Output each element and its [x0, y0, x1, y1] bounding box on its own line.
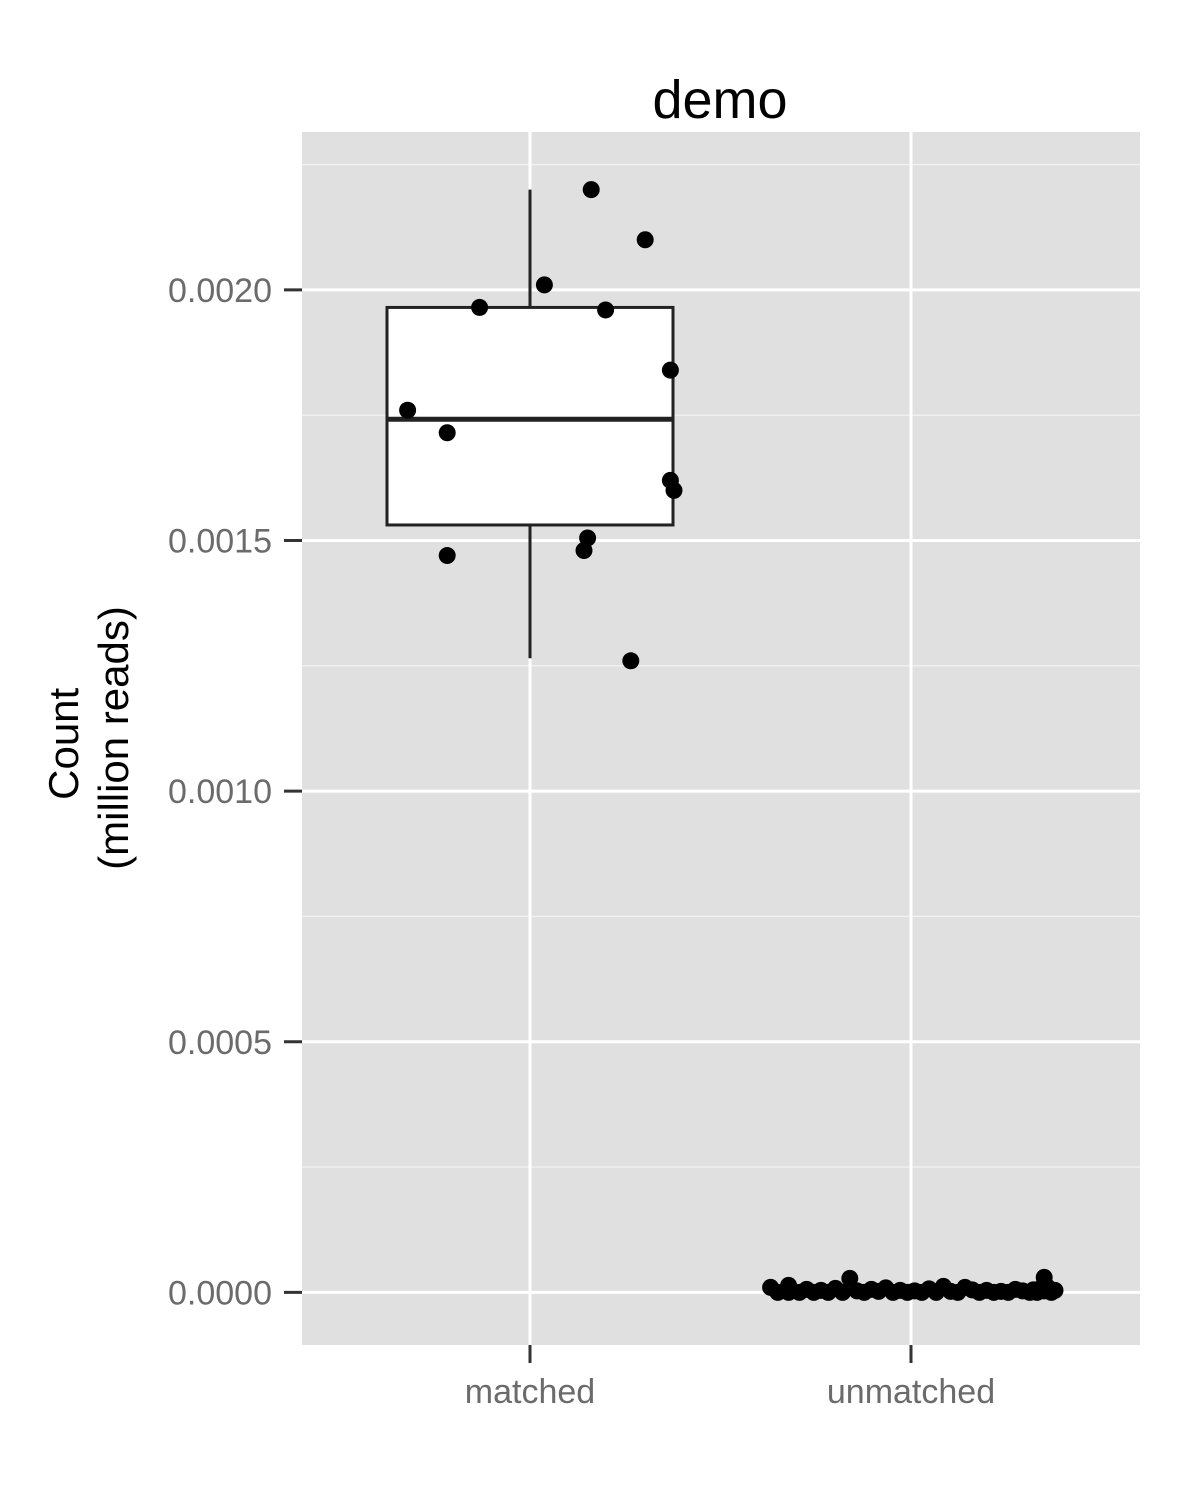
x-axis: matched unmatched [465, 1345, 995, 1411]
data-point-matched [622, 652, 640, 670]
data-point-matched [636, 231, 654, 249]
data-point-matched [575, 542, 593, 560]
boxplot-matched [385, 189, 675, 659]
data-point-matched [665, 481, 683, 499]
data-point-matched [438, 547, 456, 565]
data-point-unmatched [1046, 1281, 1064, 1299]
y-tick-label: 0.0015 [168, 523, 272, 561]
y-tick-label: 0.0005 [168, 1024, 272, 1062]
box-iqr [385, 305, 675, 527]
x-tick-label-unmatched: unmatched [827, 1373, 995, 1411]
data-point-matched [661, 361, 679, 379]
data-point-unmatched [1035, 1268, 1053, 1286]
x-tick-label-matched: matched [465, 1373, 595, 1411]
y-tick-label: 0.0010 [168, 773, 272, 811]
data-point-matched [471, 298, 489, 316]
data-point-matched [438, 424, 456, 442]
data-point-unmatched [834, 1283, 852, 1301]
data-points [399, 181, 1064, 1301]
y-axis-label-line-2: (million reads) [90, 606, 137, 870]
data-point-unmatched [841, 1269, 859, 1287]
y-axis: 0.0000 0.0005 0.0010 0.0015 0.0020 [168, 272, 302, 1312]
data-point-matched [535, 276, 553, 294]
y-axis-label-line-1: Count [40, 687, 87, 799]
y-axis-label: Count (million reads) [40, 606, 137, 870]
data-point-matched [597, 301, 615, 319]
data-point-matched [399, 401, 417, 419]
y-tick-label: 0.0000 [168, 1274, 272, 1312]
data-point-matched [582, 181, 600, 199]
y-tick-label: 0.0020 [168, 272, 272, 310]
chart-title: demo [652, 70, 787, 130]
